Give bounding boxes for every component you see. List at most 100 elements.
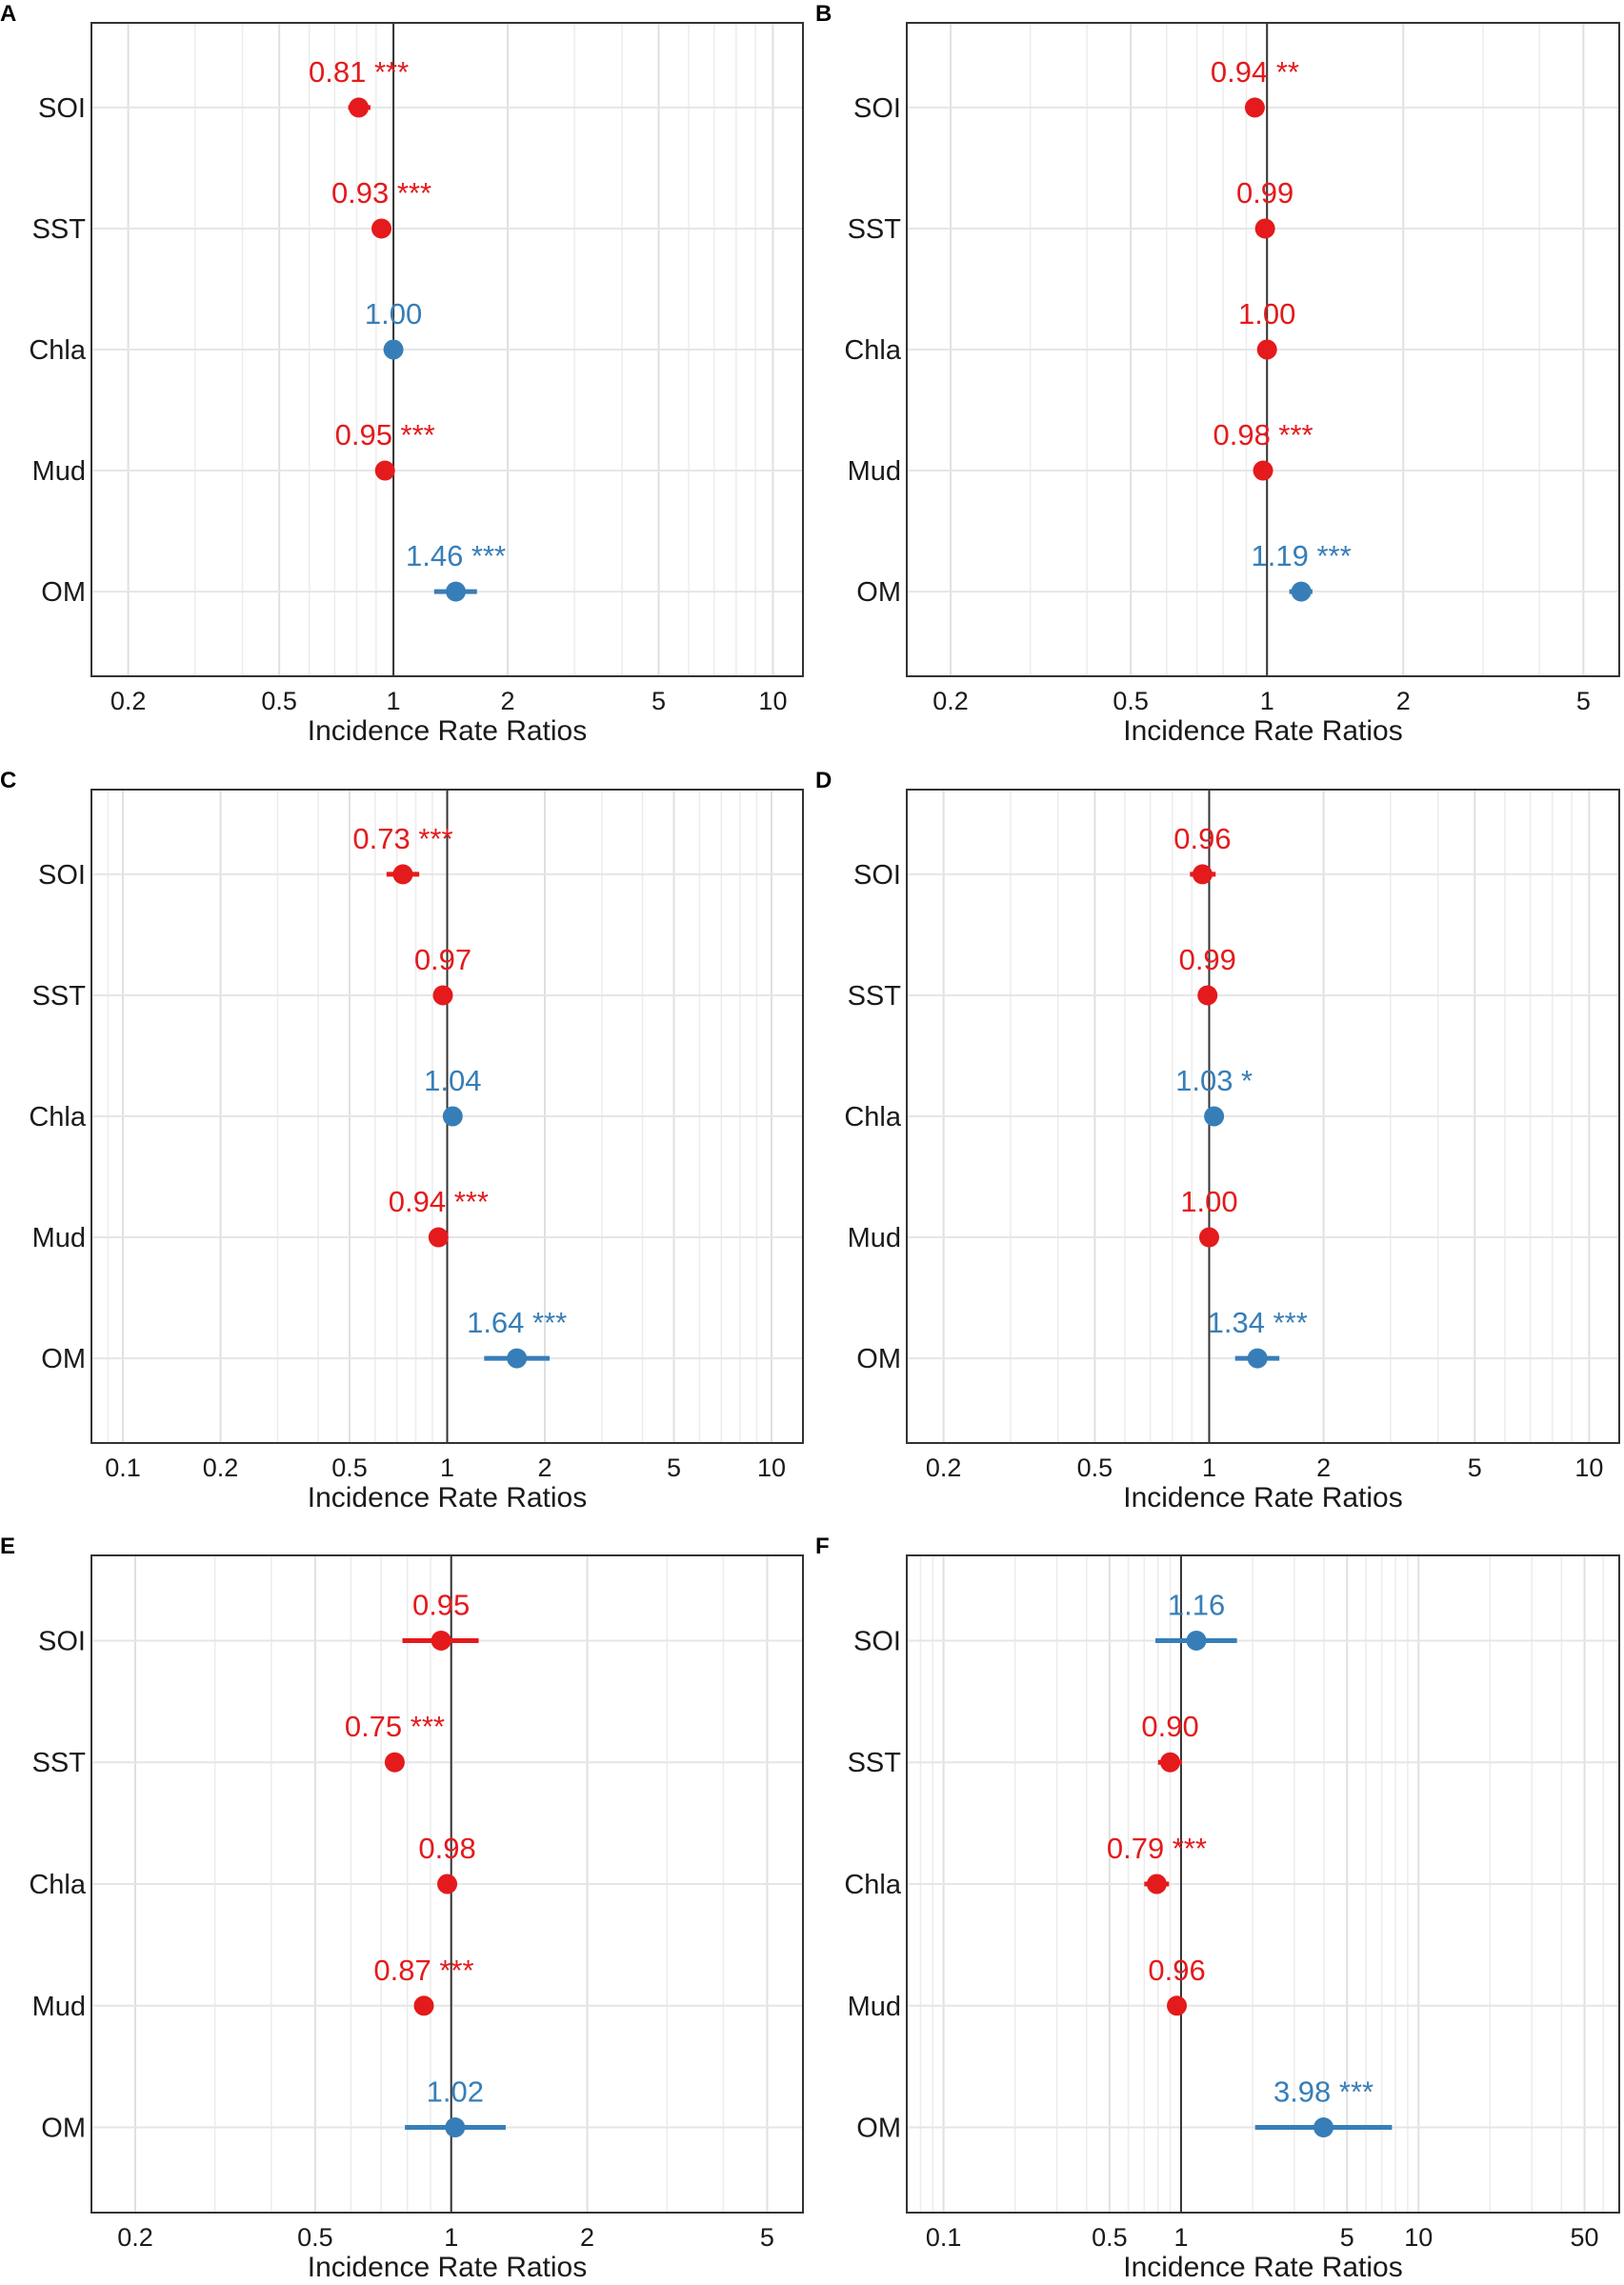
x-tick-label: 10: [757, 1453, 786, 1482]
term-label: SST: [32, 1748, 87, 1778]
estimate-label: 1.19 ***: [1252, 539, 1352, 572]
panel-d: D SOI SST Chla Mud OM 0.2 0.5 1 2 5 10 Incidence Rat…: [815, 768, 1620, 1513]
term-label: Chla: [29, 335, 87, 366]
estimate-point: [384, 1752, 405, 1773]
x-axis-title: Incidence Rate Ratios: [1123, 715, 1403, 747]
term-label: SOI: [38, 1626, 86, 1656]
estimate-point: [437, 1874, 458, 1894]
x-tick-label: 1: [440, 1453, 454, 1482]
term-label: Chla: [29, 1870, 87, 1900]
estimate-label: 0.96: [1148, 1954, 1205, 1987]
estimate-point: [1146, 1874, 1167, 1894]
x-tick-label: 1: [387, 687, 401, 715]
x-axis-title: Incidence Rate Ratios: [308, 2252, 588, 2283]
x-tick-label: 0.5: [1092, 2223, 1128, 2252]
estimate-label: 0.73 ***: [352, 822, 452, 855]
estimate-label: 0.93 ***: [331, 176, 431, 210]
estimate-label: 0.98 ***: [1213, 418, 1313, 451]
x-tick-label: 2: [1316, 1453, 1331, 1482]
estimate-label: 1.03 *: [1175, 1064, 1253, 1097]
estimate-label: 0.94 ***: [389, 1185, 489, 1218]
estimate-point: [1256, 339, 1277, 360]
estimate-point: [1204, 1106, 1225, 1127]
estimate-point: [1254, 218, 1275, 239]
estimate-label: 0.95 ***: [335, 418, 435, 451]
x-tick-label: 2: [1396, 687, 1411, 715]
term-label: OM: [856, 577, 901, 608]
term-label: SST: [848, 214, 902, 245]
estimate-label: 1.46 ***: [406, 539, 506, 572]
estimate-label: 1.00: [365, 297, 422, 331]
estimate-label: 1.02: [427, 2075, 484, 2109]
panel-letter: B: [815, 1, 832, 27]
estimate-point: [413, 1995, 434, 2016]
x-tick-label: 0.1: [926, 2223, 962, 2252]
estimate-point: [1291, 581, 1312, 602]
term-label: SOI: [853, 93, 901, 124]
x-tick-label: 2: [580, 2223, 594, 2252]
term-label: SST: [32, 981, 87, 1012]
estimate-point: [1192, 864, 1213, 885]
panel-border: [906, 1554, 1620, 2214]
term-label: SOI: [853, 1626, 901, 1656]
panel-border: [90, 1554, 804, 2214]
estimate-label: 0.81 ***: [309, 55, 409, 89]
panel-b: B SOI SST Chla Mud OM 0.2 0.5 1 2 5 Incidence Rate …: [815, 1, 1620, 747]
x-tick-label: 2: [500, 687, 514, 715]
estimate-label: 1.64 ***: [467, 1306, 567, 1339]
panel-letter: C: [0, 768, 16, 793]
x-axis-title: Incidence Rate Ratios: [1123, 1482, 1403, 1513]
estimate-label: 0.90: [1141, 1710, 1198, 1743]
x-axis-title: Incidence Rate Ratios: [308, 1482, 588, 1513]
panel-a: A SOI SST Chla Mud OM 0.2 0.5 1 2 5 10 Incidence Rat…: [0, 1, 804, 747]
estimate-label: 1.04: [424, 1064, 481, 1097]
x-tick-label: 1: [444, 2223, 458, 2252]
estimate-point: [1197, 985, 1218, 1006]
x-axis-title: Incidence Rate Ratios: [1123, 2252, 1403, 2283]
term-label: SOI: [38, 860, 86, 891]
term-label: SST: [848, 981, 902, 1012]
term-label: Chla: [29, 1102, 87, 1132]
estimate-point: [1253, 460, 1273, 481]
term-label: OM: [41, 577, 86, 608]
x-tick-label: 0.2: [203, 1453, 239, 1482]
x-tick-label: 0.2: [932, 687, 969, 715]
estimate-label: 0.79 ***: [1107, 1832, 1207, 1865]
estimate-point: [1186, 1630, 1207, 1651]
panel-border: [90, 22, 804, 677]
estimate-point: [1244, 97, 1265, 118]
x-tick-label: 5: [652, 687, 666, 715]
term-label: Chla: [844, 1102, 902, 1132]
estimate-point: [1160, 1752, 1181, 1773]
term-label: Mud: [32, 1992, 86, 2022]
estimate-label: 0.99: [1179, 943, 1236, 976]
x-tick-label: 5: [1340, 2223, 1354, 2252]
x-tick-label: 1: [1173, 2223, 1188, 2252]
estimate-label: 1.16: [1168, 1588, 1225, 1621]
x-tick-label: 5: [1468, 1453, 1482, 1482]
estimate-point: [507, 1348, 528, 1369]
x-tick-label: 2: [537, 1453, 551, 1482]
estimate-point: [446, 581, 467, 602]
x-tick-label: 10: [1404, 2223, 1433, 2252]
term-label: Mud: [848, 456, 901, 487]
estimate-point: [349, 97, 370, 118]
x-tick-label: 0.5: [261, 687, 297, 715]
estimate-label: 0.94 **: [1211, 55, 1299, 89]
estimate-point: [445, 2117, 466, 2138]
x-tick-label: 0.5: [331, 1453, 368, 1482]
x-tick-label: 10: [1574, 1453, 1603, 1482]
term-label: SST: [32, 214, 87, 245]
estimate-label: 0.99: [1236, 176, 1293, 210]
estimate-point: [383, 339, 404, 360]
term-label: Chla: [844, 1870, 902, 1900]
panel-letter: E: [0, 1533, 15, 1559]
x-tick-label: 1: [1202, 1453, 1216, 1482]
estimate-label: 1.00: [1238, 297, 1295, 331]
panel-letter: A: [0, 1, 16, 27]
x-tick-label: 0.5: [297, 2223, 333, 2252]
term-label: Mud: [32, 1223, 86, 1253]
panel-letter: F: [815, 1533, 830, 1559]
term-label: Mud: [848, 1223, 901, 1253]
estimate-label: 0.75 ***: [345, 1710, 445, 1743]
